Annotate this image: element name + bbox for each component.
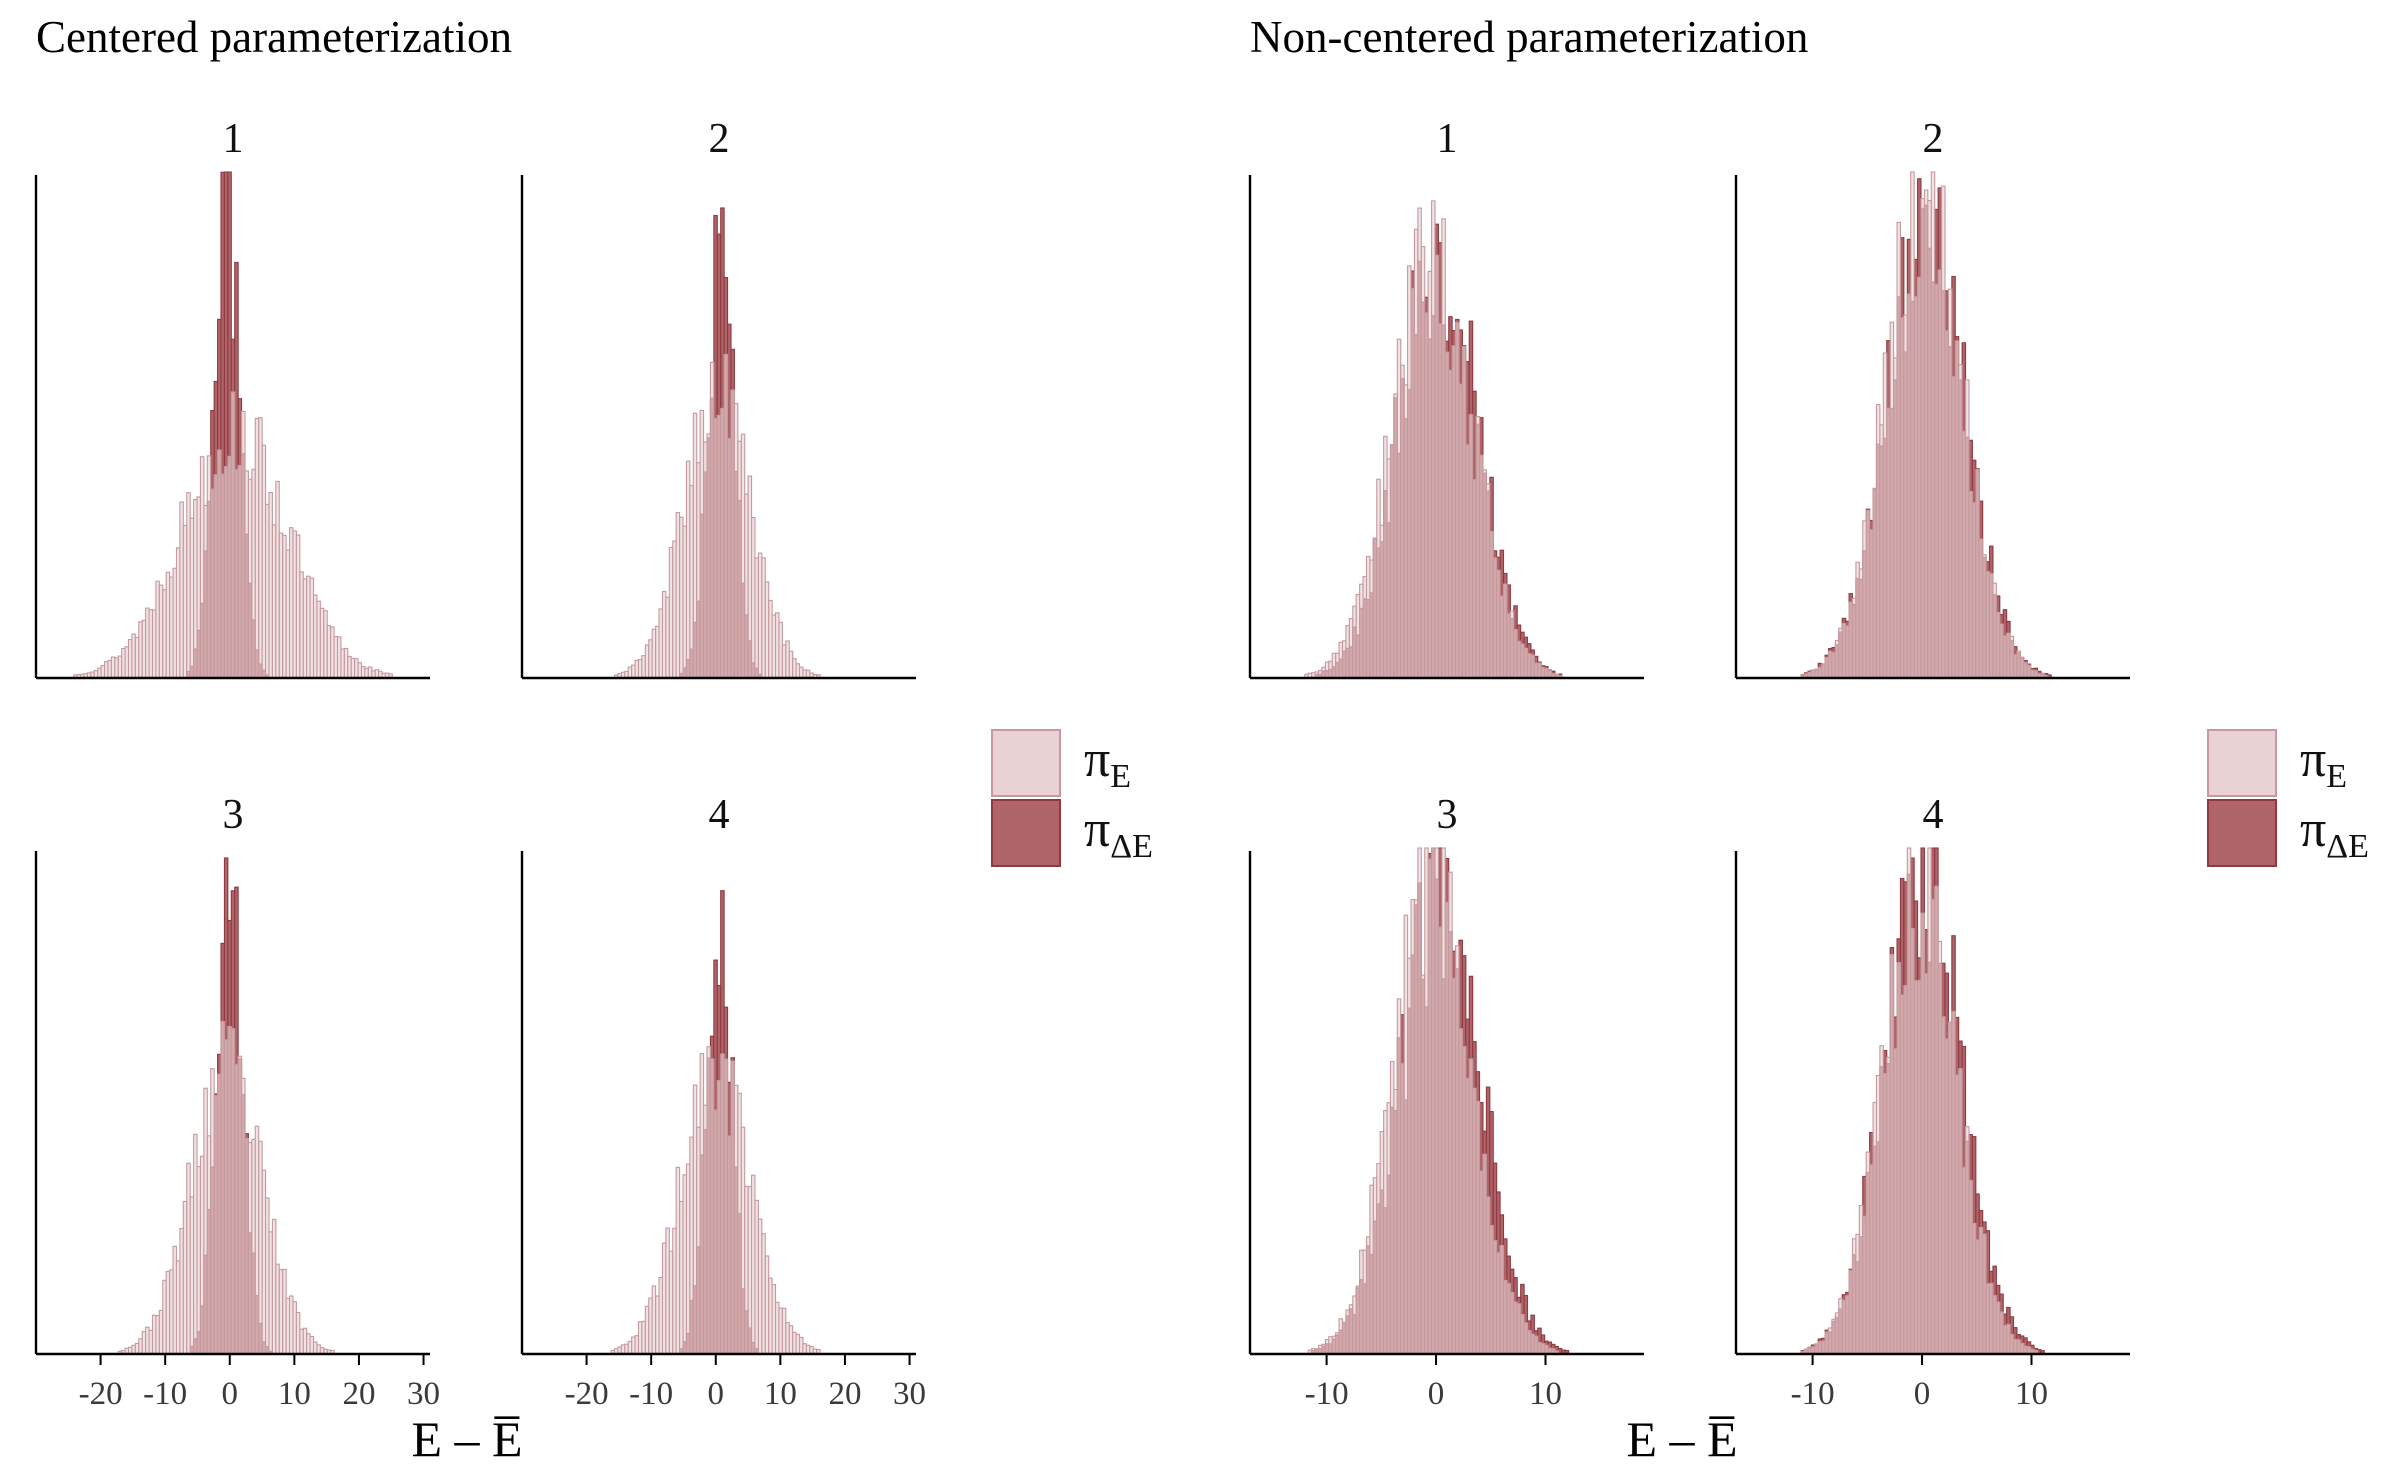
series-pi-e <box>610 1046 821 1355</box>
centered-xlabel: E – E̅ <box>411 1411 522 1467</box>
series-pi-e <box>1304 200 1563 679</box>
panel-label: 4 <box>709 792 730 838</box>
panel-3: 3 -20 -10 0 10 20 30 <box>34 792 440 1412</box>
x-tick-label: -20 <box>79 1376 123 1412</box>
x-tick-label: 30 <box>407 1376 440 1412</box>
x-tick-label: 10 <box>2015 1376 2048 1412</box>
panel-label: 3 <box>1437 792 1458 838</box>
legend-swatch-pi_E <box>991 729 1061 797</box>
panel-3: 3 -10 0 10 <box>1248 792 1644 1412</box>
panel-2: 2 <box>520 116 916 680</box>
panel-2: 2 <box>1734 116 2130 680</box>
series-pi-e <box>613 353 821 679</box>
centered-title: Centered parameterization <box>36 12 512 62</box>
panel-label: 1 <box>223 116 244 162</box>
panel-label: 3 <box>223 792 244 838</box>
series-pi-e <box>1800 847 2039 1355</box>
legend-swatch-pi_E <box>2207 729 2277 797</box>
series-pi-e <box>1307 847 1559 1355</box>
x-tick-label: 0 <box>1428 1376 1445 1412</box>
x-tick-label: -10 <box>1305 1376 1349 1412</box>
noncentered-xlabel: E – E̅ <box>1626 1411 1737 1467</box>
x-tick-label: -10 <box>629 1376 673 1412</box>
x-tick-label: 0 <box>708 1376 725 1412</box>
x-tick-label: 10 <box>1529 1376 1562 1412</box>
legend-label-pi_dE: πΔE <box>2300 801 2369 865</box>
centered-group: Centered parameterization E – E̅ 1 23-20-… <box>34 12 1153 1467</box>
legend-swatch-pi_dE <box>991 799 1061 867</box>
panel-4: 4 -20 -10 0 10 20 30 <box>520 792 926 1412</box>
x-tick-label: 10 <box>764 1376 797 1412</box>
panel-label: 4 <box>1923 792 1944 838</box>
x-tick-label: 0 <box>222 1376 239 1412</box>
x-tick-label: 0 <box>1914 1376 1931 1412</box>
x-tick-label: 20 <box>828 1376 861 1412</box>
x-tick-label: 10 <box>278 1376 311 1412</box>
x-tick-label: 20 <box>342 1376 375 1412</box>
legend-label-pi_dE: πΔE <box>1084 801 1153 865</box>
x-tick-label: 30 <box>893 1376 926 1412</box>
panel-1: 1 <box>1248 116 1644 680</box>
panel-4: 4 -10 0 10 <box>1734 792 2130 1412</box>
panel-label: 2 <box>1923 116 1944 162</box>
series-pi-e <box>1800 171 2049 679</box>
legend-label-pi_E: πE <box>2300 731 2347 795</box>
series-pi-e <box>117 1020 335 1355</box>
legend-label-pi_E: πE <box>1084 731 1131 795</box>
x-tick-label: -20 <box>565 1376 609 1412</box>
series-pi-e <box>73 391 393 679</box>
x-tick-label: -10 <box>1791 1376 1835 1412</box>
x-tick-label: -10 <box>143 1376 187 1412</box>
noncentered-title: Non-centered parameterization <box>1250 12 1808 62</box>
legend-swatch-pi_dE <box>2207 799 2277 867</box>
panel-1: 1 <box>34 116 430 680</box>
panel-label: 2 <box>709 116 730 162</box>
panel-label: 1 <box>1437 116 1458 162</box>
noncentered-group: Non-centered parameterization E – E̅ 1 2 3… <box>1248 12 2369 1467</box>
